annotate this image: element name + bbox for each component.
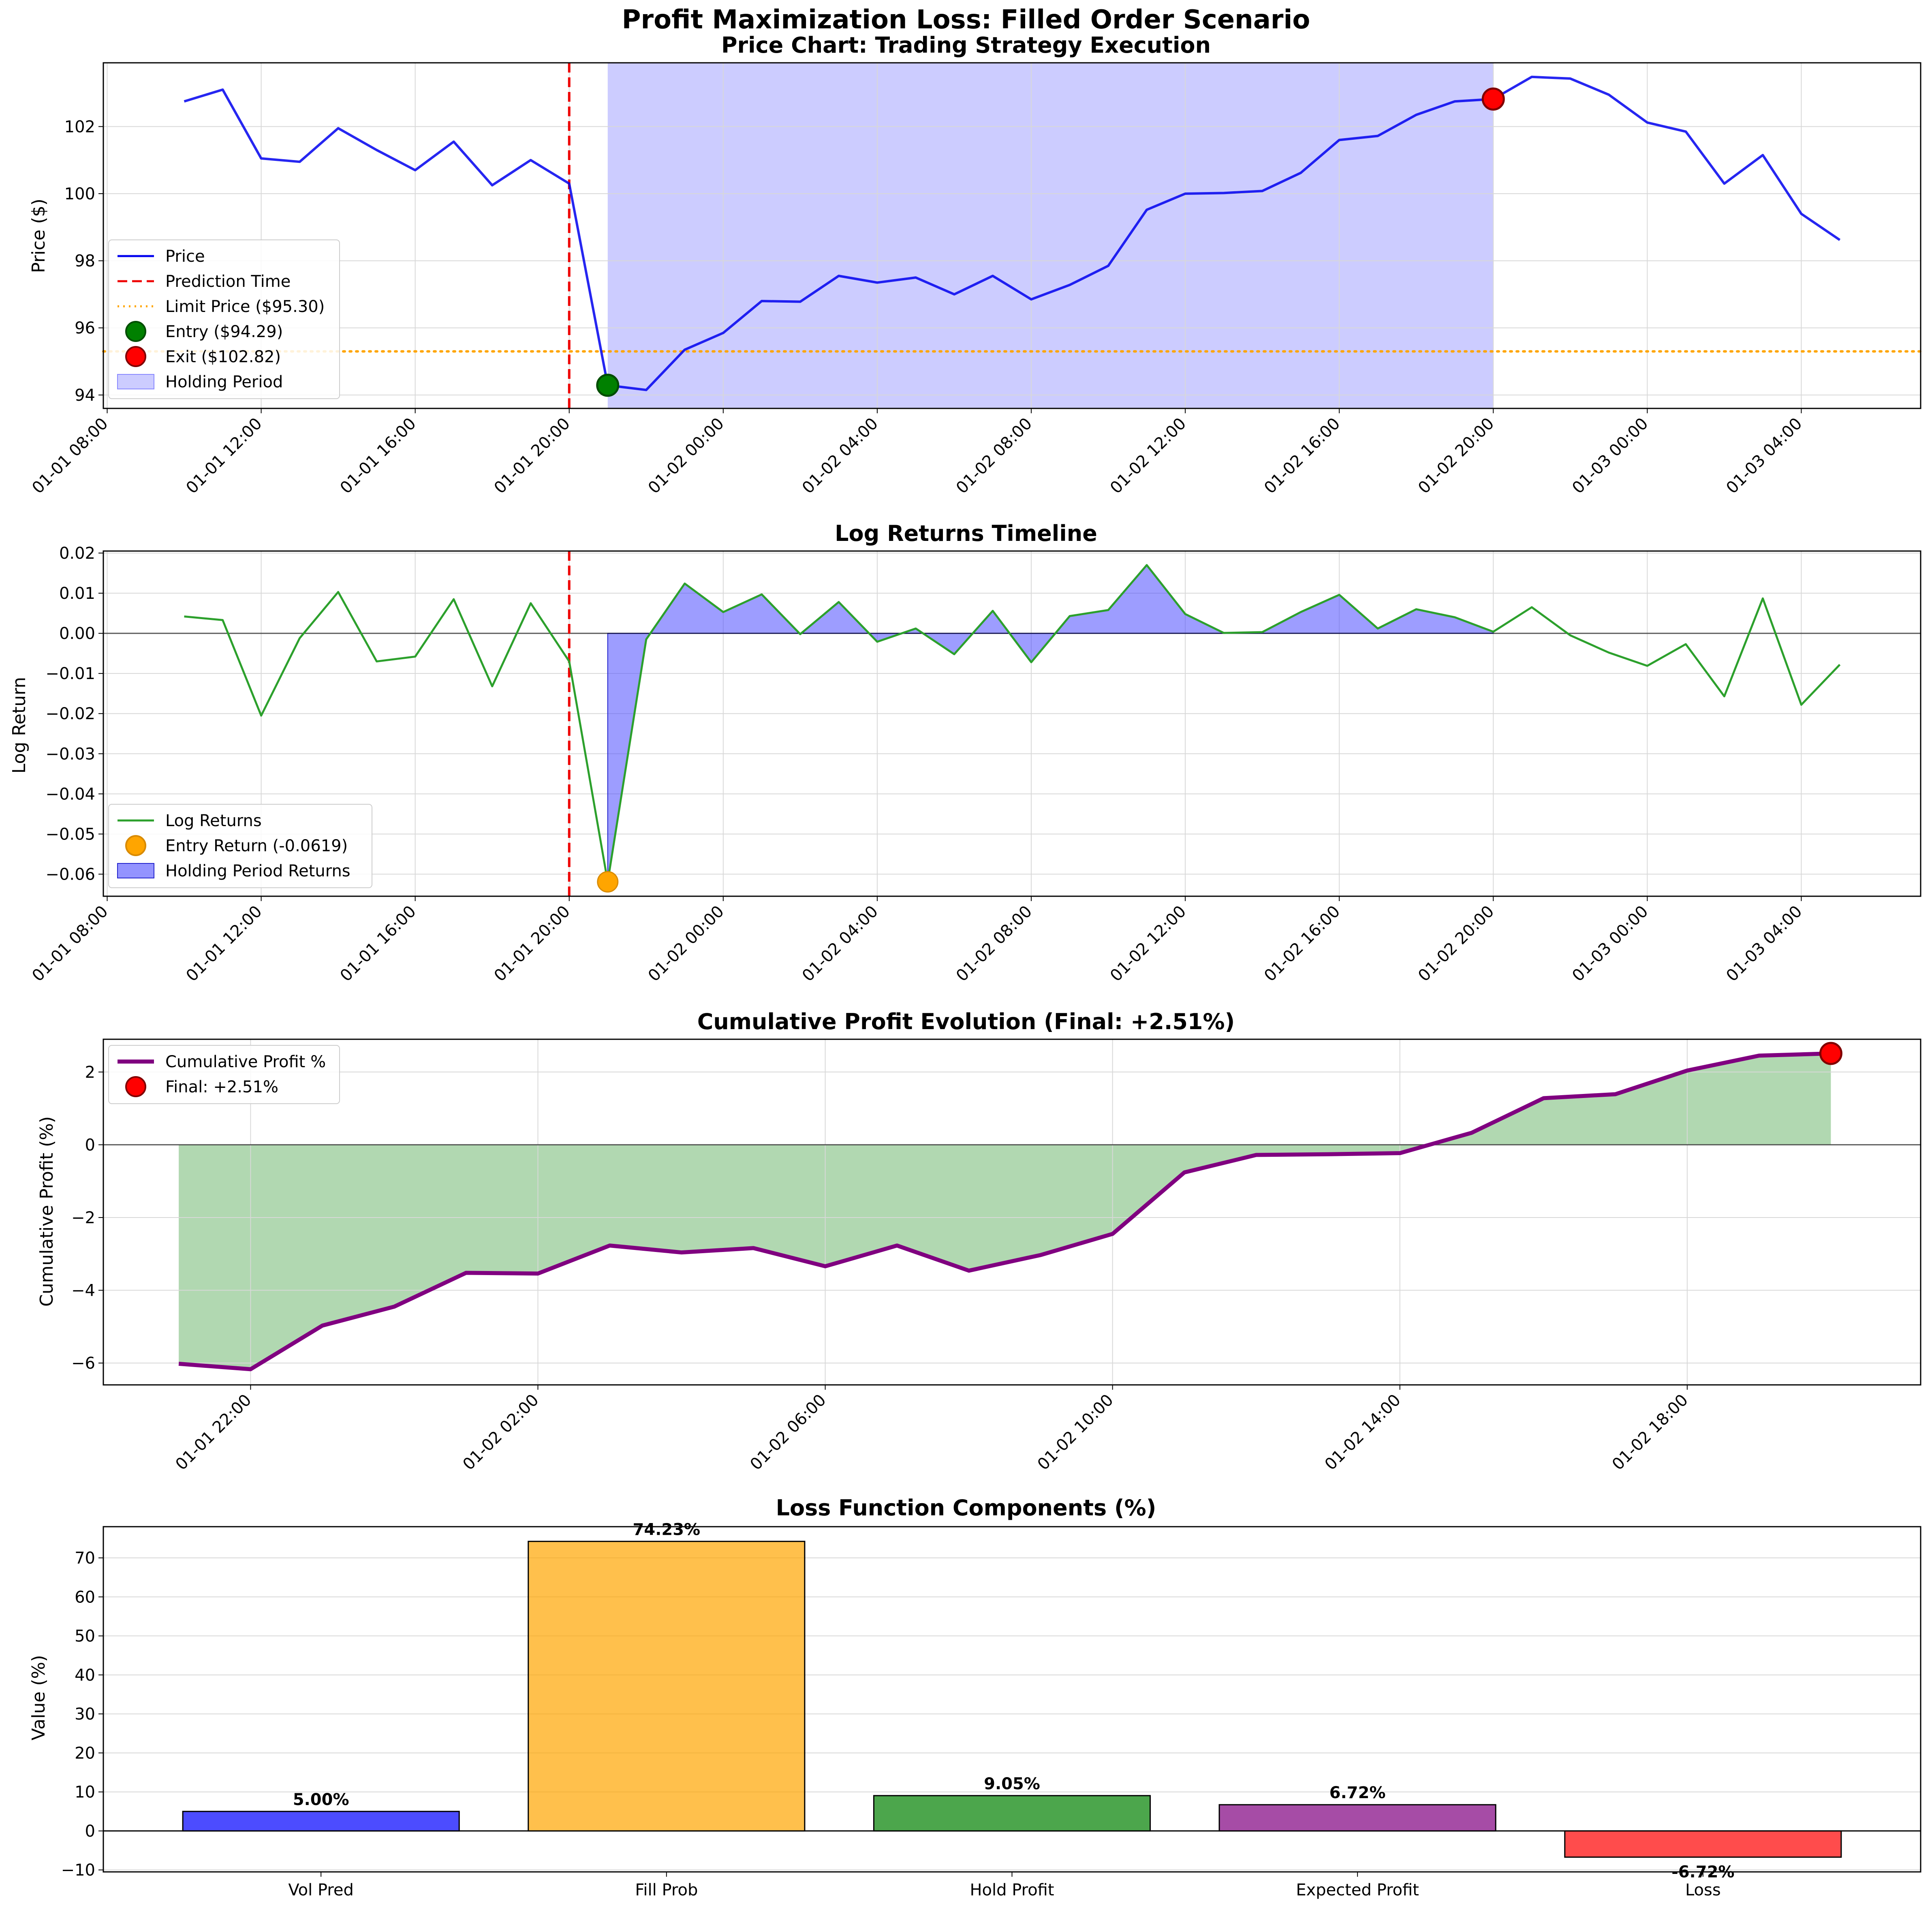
cumprofit-ytick-label: −6 <box>71 1354 95 1373</box>
cumprofit-ytick-label: 0 <box>85 1136 95 1154</box>
entry-marker <box>596 374 620 397</box>
returns-legend-label: Log Returns <box>165 812 262 830</box>
loss-category-label: Hold Profit <box>970 1881 1054 1899</box>
loss-bar <box>528 1540 806 1832</box>
cumprofit-ytick-label: 2 <box>85 1063 95 1082</box>
loss-bar-value-label: 5.00% <box>293 1790 349 1809</box>
loss-bar <box>873 1795 1151 1832</box>
returns-legend-marker <box>125 835 146 856</box>
loss-components-title: Loss Function Components (%) <box>776 1495 1156 1521</box>
returns-ytick-label: −0.05 <box>45 825 95 844</box>
log-returns-line <box>184 564 1841 883</box>
returns-legend-label: Holding Period Returns <box>165 862 350 880</box>
price-legend-label: Holding Period <box>165 373 283 391</box>
returns-legend-label: Entry Return (-0.0619) <box>165 837 348 855</box>
price-legend-marker <box>125 321 146 342</box>
price-legend-label: Price <box>165 247 205 266</box>
holding-period-span <box>607 63 1494 408</box>
loss-category-label: Vol Pred <box>288 1881 354 1899</box>
cumulative-profit-area <box>179 1053 1831 1369</box>
price-legend-box <box>108 239 340 399</box>
returns-ytick-label: 0.00 <box>59 624 95 643</box>
loss-ytick-label: 50 <box>75 1627 95 1646</box>
price-legend-label: Limit Price ($95.30) <box>165 297 325 316</box>
returns-ytick-label: −0.04 <box>45 785 95 803</box>
figure-title: Profit Maximization Loss: Filled Order S… <box>622 5 1310 35</box>
cumprofit-ytick-label: −4 <box>71 1282 95 1300</box>
loss-category-label: Loss <box>1685 1881 1721 1899</box>
loss-ytick-label: 60 <box>75 1588 95 1607</box>
cumulative-profit-title: Cumulative Profit Evolution (Final: +2.5… <box>697 1009 1235 1034</box>
loss-bar-value-label: 6.72% <box>1329 1784 1386 1802</box>
loss-bar <box>1218 1804 1496 1832</box>
cumulative-profit-line <box>178 1051 1831 1372</box>
price-frame <box>103 62 1921 409</box>
loss-ytick-label: 30 <box>75 1705 95 1724</box>
cumprofit-legend-label: Cumulative Profit % <box>165 1053 326 1071</box>
returns-legend-patch <box>117 863 154 878</box>
cumprofit-legend-box <box>108 1045 340 1104</box>
price-ytick-label: 96 <box>75 319 95 338</box>
loss-frame <box>103 1526 1921 1873</box>
loss-category-label: Expected Profit <box>1296 1881 1419 1899</box>
returns-ytick-label: −0.02 <box>45 705 95 723</box>
price-ytick-label: 98 <box>75 252 95 271</box>
exit-marker <box>1481 87 1505 111</box>
cumprofit-legend-label: Final: +2.51% <box>165 1078 278 1096</box>
log-returns-ylabel: Log Return <box>9 677 30 774</box>
loss-ytick-label: 20 <box>75 1744 95 1762</box>
loss-bar <box>1564 1830 1842 1858</box>
returns-ytick-label: −0.03 <box>45 745 95 763</box>
price-ytick-label: 94 <box>75 386 95 405</box>
price-line <box>184 75 1841 391</box>
entry-return-marker <box>597 871 619 893</box>
price-legend-label: Entry ($94.29) <box>165 323 283 341</box>
loss-ytick-label: 10 <box>75 1783 95 1802</box>
price-ytick-label: 102 <box>64 117 95 136</box>
cumprofit-frame <box>103 1038 1921 1386</box>
price-legend-patch <box>117 374 154 389</box>
price-legend-label: Prediction Time <box>165 272 291 291</box>
loss-ytick-label: 40 <box>75 1666 95 1685</box>
loss-bar-value-label: 9.05% <box>984 1775 1040 1793</box>
cumprofit-legend-marker <box>125 1076 146 1097</box>
price-chart-title: Price Chart: Trading Strategy Execution <box>721 32 1211 58</box>
returns-ytick-label: 0.02 <box>59 544 95 563</box>
returns-frame <box>103 550 1921 897</box>
loss-bar-value-label: 74.23% <box>633 1520 701 1539</box>
cumulative-profit-ylabel: Cumulative Profit (%) <box>36 1116 57 1307</box>
final-profit-marker <box>1819 1042 1842 1065</box>
returns-ytick-label: −0.01 <box>45 664 95 683</box>
returns-ytick-label: 0.01 <box>59 584 95 603</box>
loss-ytick-label: −10 <box>61 1861 95 1880</box>
price-ytick-label: 100 <box>64 185 95 203</box>
price-legend-marker <box>125 346 146 367</box>
loss-ytick-label: 70 <box>75 1549 95 1568</box>
returns-ytick-label: −0.06 <box>45 865 95 884</box>
loss-ytick-label: 0 <box>85 1822 95 1841</box>
loss-category-label: Fill Prob <box>635 1881 698 1899</box>
loss-components-panel: Loss Function Components (%) Value (%) −… <box>28 1495 1921 1899</box>
loss-bar <box>182 1811 460 1832</box>
returns-legend-box <box>108 804 372 888</box>
price-legend-label: Exit ($102.82) <box>165 348 281 366</box>
loss-components-ylabel: Value (%) <box>28 1655 49 1741</box>
cumprofit-ytick-label: −2 <box>71 1209 95 1227</box>
log-returns-title: Log Returns Timeline <box>835 521 1097 546</box>
price-chart-ylabel: Price ($) <box>28 199 49 273</box>
